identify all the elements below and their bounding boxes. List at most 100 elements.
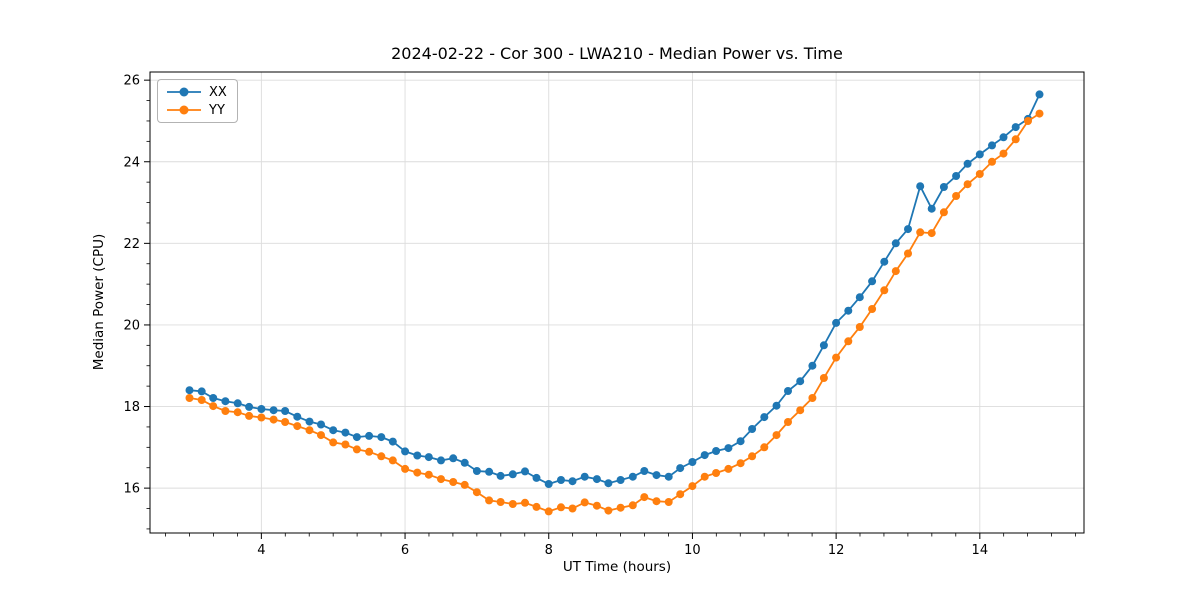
data-point-YY: [640, 493, 649, 502]
data-point-XX: [317, 420, 325, 429]
series-line-XX: [189, 94, 1041, 485]
data-point-YY: [784, 418, 792, 426]
data-point-XX: [855, 293, 864, 302]
data-point-YY: [496, 498, 505, 506]
axes-spines: [149, 71, 1085, 534]
data-point-YY: [999, 149, 1008, 158]
data-point-YY: [748, 452, 757, 461]
data-point-XX: [628, 472, 637, 481]
legend-line-marker-icon: [167, 87, 201, 97]
data-point-YY: [724, 464, 733, 473]
data-point-YY: [1011, 135, 1020, 144]
y-tick-label: 26: [123, 74, 140, 89]
data-point-XX: [891, 239, 900, 248]
data-point-YY: [832, 353, 841, 362]
data-point-YY: [508, 500, 517, 508]
data-point-YY: [819, 374, 828, 382]
data-point-XX: [424, 453, 433, 462]
data-point-XX: [485, 467, 494, 476]
data-point-YY: [532, 502, 541, 511]
data-point-YY: [281, 418, 290, 426]
data-point-XX: [999, 133, 1008, 142]
y-tick-label: 24: [123, 155, 140, 170]
data-point-YY: [868, 305, 877, 313]
data-point-YY: [927, 229, 936, 238]
data-point-XX: [521, 467, 529, 476]
data-point-YY: [796, 406, 805, 415]
x-tick-label: 4: [257, 543, 265, 558]
data-point-YY: [700, 472, 709, 481]
legend-item-XX: XX: [166, 85, 227, 99]
data-point-YY: [688, 482, 697, 491]
data-point-YY: [413, 468, 422, 477]
series-line-YY: [189, 112, 1040, 513]
data-point-XX: [772, 401, 781, 410]
data-point-YY: [652, 497, 661, 506]
data-point-YY: [712, 469, 721, 477]
data-point-XX: [341, 428, 350, 437]
data-point-XX: [329, 426, 338, 435]
data-point-XX: [688, 458, 697, 466]
data-point-YY: [449, 478, 458, 486]
data-point-XX: [401, 447, 410, 456]
data-point-XX: [496, 471, 505, 480]
x-axis-label: UT Time (hours): [562, 559, 672, 575]
data-point-XX: [604, 479, 613, 488]
data-point-YY: [209, 402, 218, 411]
data-point-YY: [544, 507, 553, 516]
data-point-XX: [784, 387, 792, 395]
data-point-XX: [580, 472, 589, 481]
data-point-YY: [975, 170, 984, 178]
data-point-XX: [819, 341, 828, 350]
data-point-XX: [736, 437, 745, 446]
data-point-XX: [437, 456, 445, 465]
data-point-YY: [664, 498, 673, 506]
data-point-XX: [508, 470, 517, 479]
data-point-XX: [413, 451, 422, 460]
data-point-YY: [904, 249, 912, 258]
data-point-XX: [760, 413, 769, 422]
data-point-YY: [557, 503, 565, 512]
data-point-YY: [568, 504, 577, 513]
data-point-XX: [652, 471, 661, 480]
data-point-YY: [317, 431, 325, 440]
data-point-XX: [221, 397, 230, 406]
data-point-XX: [544, 480, 553, 488]
data-point-YY: [963, 180, 972, 189]
data-point-XX: [209, 394, 218, 402]
data-point-YY: [760, 443, 769, 452]
data-point-YY: [1024, 117, 1032, 125]
data-point-XX: [305, 417, 314, 426]
legend: XX YY: [157, 79, 238, 123]
data-point-XX: [844, 306, 853, 315]
data-point-YY: [808, 394, 817, 402]
x-tick-label: 12: [828, 543, 845, 558]
y-tick-label: 18: [123, 400, 140, 415]
data-point-XX: [796, 377, 805, 386]
data-point-YY: [233, 408, 242, 417]
data-point-XX: [532, 473, 541, 482]
data-point-YY: [604, 506, 613, 515]
data-point-YY: [855, 323, 864, 331]
data-point-XX: [449, 454, 458, 463]
data-point-XX: [388, 437, 397, 446]
data-point-YY: [197, 396, 206, 404]
data-point-XX: [1011, 123, 1020, 132]
data-point-YY: [377, 452, 386, 461]
data-point-YY: [341, 440, 350, 449]
data-point-XX: [197, 387, 206, 396]
data-point-XX: [808, 361, 817, 370]
data-point-XX: [592, 475, 601, 484]
data-point-XX: [352, 433, 361, 442]
data-point-YY: [472, 488, 481, 497]
data-point-XX: [293, 412, 302, 421]
data-point-XX: [880, 257, 889, 266]
data-point-XX: [868, 277, 877, 286]
data-point-YY: [592, 501, 601, 510]
data-point-XX: [557, 476, 565, 484]
data-point-XX: [472, 467, 481, 475]
data-point-XX: [365, 431, 374, 440]
data-point-XX: [832, 318, 841, 327]
data-point-YY: [437, 475, 445, 484]
